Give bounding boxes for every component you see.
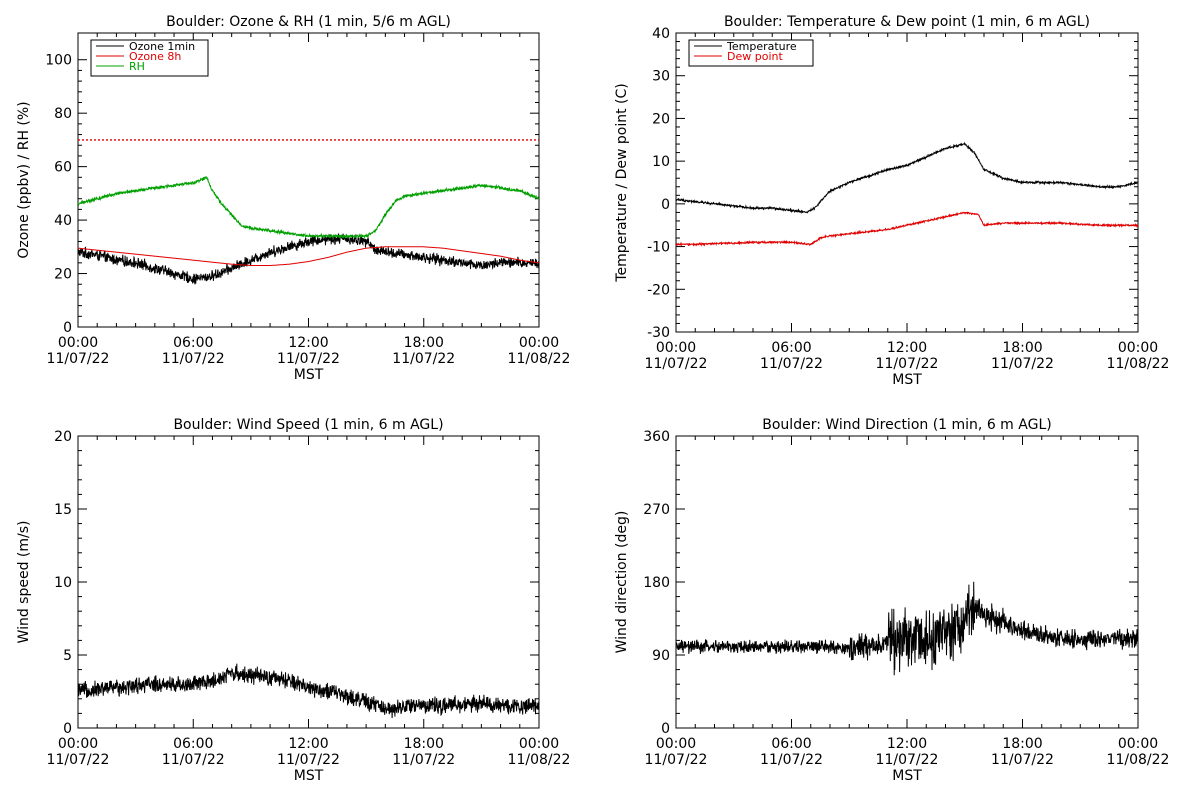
x-axis-label: MST <box>294 367 324 383</box>
x-tick-label-time: 06:00 <box>771 340 811 356</box>
series-line-temperature <box>676 141 1138 214</box>
y-tick-label: 40 <box>54 213 72 229</box>
y-tick-label: 40 <box>652 26 670 42</box>
legend-label: Temperature <box>726 40 797 53</box>
legend-label: Dew point <box>727 50 783 63</box>
x-tick-label-date: 11/07/22 <box>47 752 110 768</box>
x-tick-label-date: 11/07/22 <box>277 351 340 367</box>
x-tick-label-date: 11/07/22 <box>162 351 225 367</box>
legend-label: Ozone 8h <box>129 50 181 63</box>
x-tick-label-time: 18:00 <box>1002 340 1042 356</box>
y-tick-label: 0 <box>661 721 670 737</box>
y-tick-label: 180 <box>643 575 670 591</box>
x-tick-label-date: 11/07/22 <box>876 356 939 372</box>
x-tick-label-date: 11/07/22 <box>760 356 823 372</box>
y-tick-label: 0 <box>63 320 72 336</box>
x-tick-label-time: 00:00 <box>519 736 559 752</box>
x-tick-label-date: 11/07/22 <box>392 351 455 367</box>
legend-box <box>688 39 814 67</box>
x-tick-label-time: 06:00 <box>173 736 213 752</box>
wind-speed-panel: Boulder: Wind Speed (1 min, 6 m AGL) Wind… <box>16 417 570 784</box>
x-tick-label-date: 11/07/22 <box>277 752 340 768</box>
x-tick-label-date: 11/08/22 <box>1107 356 1170 372</box>
y-tick-label: 90 <box>652 648 670 664</box>
x-axis-label: MST <box>892 372 922 388</box>
x-tick-label-date: 11/07/22 <box>876 752 939 768</box>
y-tick-label: 20 <box>54 267 72 283</box>
x-tick-label-date: 11/07/22 <box>991 356 1054 372</box>
plot-frame <box>77 32 540 328</box>
ozone-rh-panel: Boulder: Ozone & RH (1 min, 5/6 m AGL) Oz… <box>16 14 570 383</box>
chart-title: Boulder: Wind Speed (1 min, 6 m AGL) <box>173 417 443 433</box>
x-axis-label: MST <box>294 768 324 784</box>
x-tick-label-date: 11/08/22 <box>1107 752 1170 768</box>
x-tick-label-time: 00:00 <box>1118 340 1158 356</box>
y-tick-label: 0 <box>63 721 72 737</box>
x-tick-label-time: 12:00 <box>288 736 328 752</box>
wind-direction-panel: Boulder: Wind Direction (1 min, 6 m AGL)… <box>614 417 1169 784</box>
x-tick-label-time: 00:00 <box>1118 736 1158 752</box>
y-axis-label: Ozone (ppbv) / RH (%) <box>16 101 32 258</box>
y-axis-label: Wind direction (deg) <box>614 511 630 654</box>
y-tick-label: 60 <box>54 160 72 176</box>
x-tick-label-date: 11/07/22 <box>991 752 1054 768</box>
x-tick-label-date: 11/07/22 <box>47 351 110 367</box>
y-axis-label: Temperature / Dew point (C) <box>614 83 630 282</box>
x-tick-label-time: 12:00 <box>887 340 927 356</box>
y-tick-label: -20 <box>647 282 670 298</box>
x-tick-label-time: 00:00 <box>656 340 696 356</box>
x-tick-label-date: 11/07/22 <box>645 356 708 372</box>
x-tick-label-time: 00:00 <box>58 335 98 351</box>
x-tick-label-date: 11/08/22 <box>508 752 571 768</box>
legend-label: Ozone 1min <box>129 40 195 53</box>
x-tick-label-date: 11/07/22 <box>392 752 455 768</box>
plot-frame <box>675 435 1139 729</box>
y-tick-label: -30 <box>647 325 670 341</box>
y-tick-label: 360 <box>643 429 670 445</box>
x-tick-label-time: 00:00 <box>519 335 559 351</box>
chart-title: Boulder: Ozone & RH (1 min, 5/6 m AGL) <box>166 14 451 30</box>
x-tick-label-date: 11/07/22 <box>645 752 708 768</box>
series-line-data <box>676 581 1138 676</box>
x-tick-label-time: 06:00 <box>173 335 213 351</box>
y-tick-label: 15 <box>54 502 72 518</box>
y-tick-label: 20 <box>652 111 670 127</box>
x-tick-label-time: 18:00 <box>1002 736 1042 752</box>
y-tick-label: 100 <box>45 53 72 69</box>
chart-title: Boulder: Wind Direction (1 min, 6 m AGL) <box>762 417 1051 433</box>
y-tick-label: 0 <box>661 197 670 213</box>
y-tick-label: 80 <box>54 106 72 122</box>
x-tick-label-date: 11/07/22 <box>760 752 823 768</box>
plot-frame <box>675 32 1139 333</box>
x-tick-label-time: 12:00 <box>288 335 328 351</box>
y-tick-label: -10 <box>647 240 670 256</box>
x-tick-label-time: 00:00 <box>58 736 98 752</box>
legend-label: RH <box>129 60 145 73</box>
y-tick-label: 10 <box>652 154 670 170</box>
y-tick-label: 20 <box>54 429 72 445</box>
y-tick-label: 10 <box>54 575 72 591</box>
x-axis-label: MST <box>892 768 922 784</box>
chart-title: Boulder: Temperature & Dew point (1 min,… <box>724 14 1090 30</box>
y-tick-label: 270 <box>643 502 670 518</box>
x-tick-label-date: 11/07/22 <box>162 752 225 768</box>
x-tick-label-time: 18:00 <box>404 335 444 351</box>
x-tick-label-date: 11/08/22 <box>508 351 571 367</box>
series-line-data <box>78 663 539 719</box>
y-tick-label: 30 <box>652 69 670 85</box>
y-tick-label: 5 <box>63 648 72 664</box>
x-tick-label-time: 00:00 <box>656 736 696 752</box>
x-tick-label-time: 18:00 <box>404 736 444 752</box>
x-tick-label-time: 12:00 <box>887 736 927 752</box>
series-line-ozone-1min <box>78 233 539 285</box>
y-axis-label: Wind speed (m/s) <box>16 521 32 644</box>
series-line-dew-point <box>676 211 1138 247</box>
temperature-dewpoint-panel: Boulder: Temperature & Dew point (1 min,… <box>614 14 1169 388</box>
series-line-rh <box>78 175 539 239</box>
x-tick-label-time: 06:00 <box>771 736 811 752</box>
series-line-ozone-8h <box>78 246 539 266</box>
